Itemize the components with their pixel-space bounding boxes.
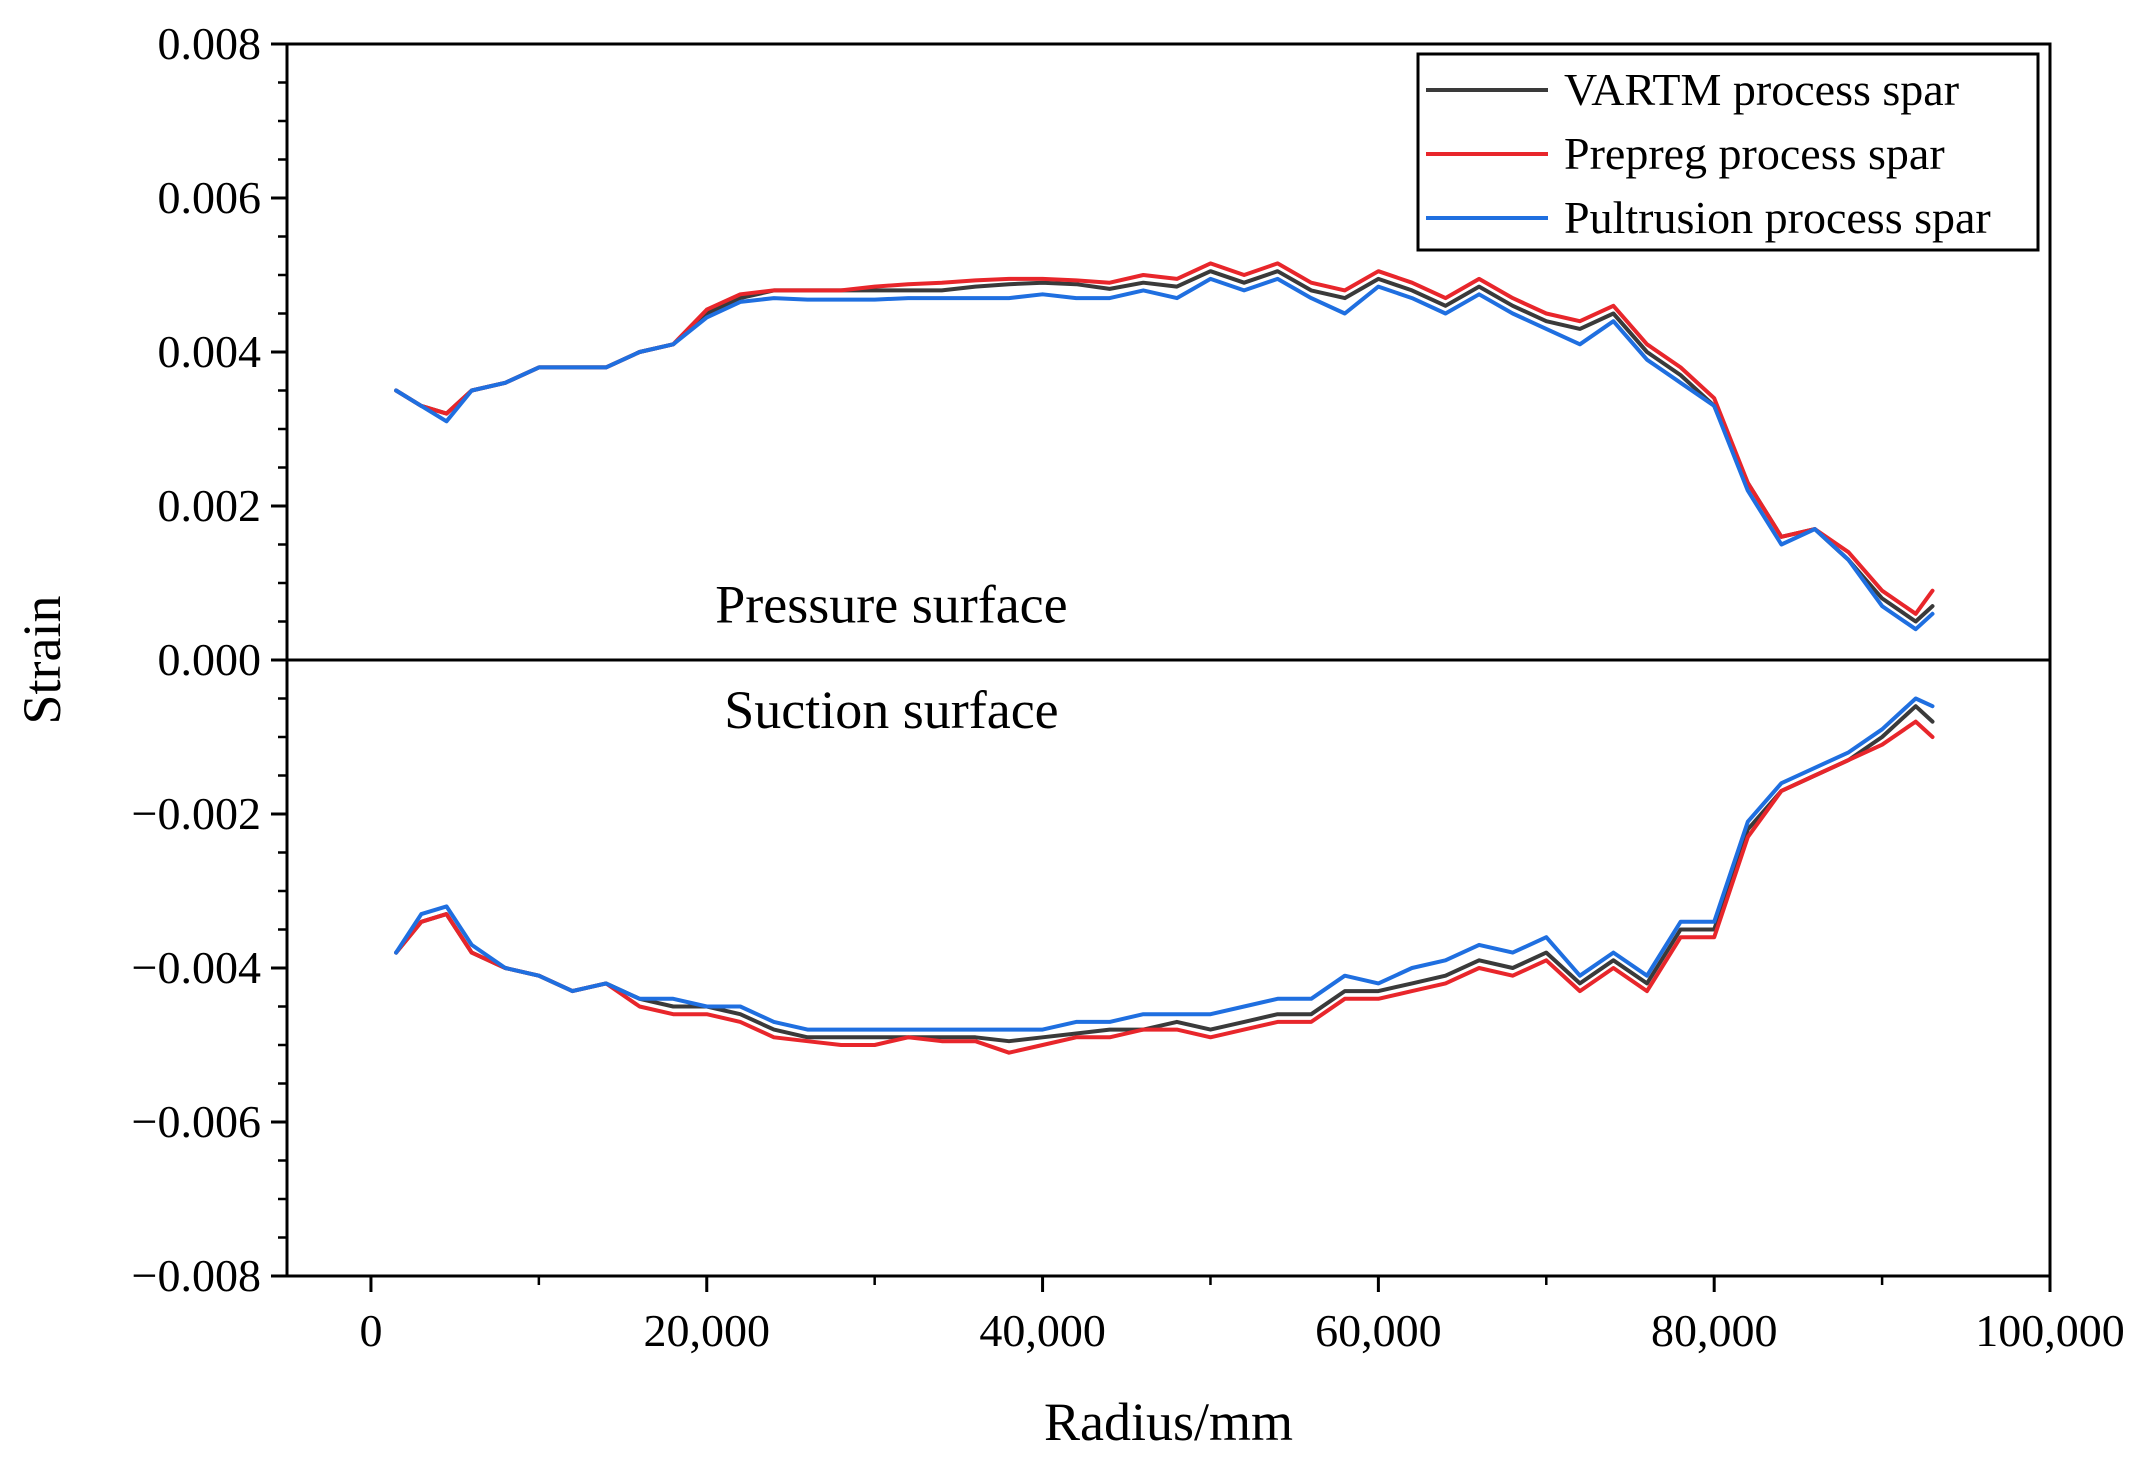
y-tick-label: −0.006 bbox=[132, 1096, 261, 1147]
y-tick-label: −0.004 bbox=[132, 942, 261, 993]
y-tick-label: 0.002 bbox=[158, 480, 262, 531]
series-line-prepreg-suction bbox=[394, 719, 1935, 1055]
x-tick-label: 60,000 bbox=[1315, 1305, 1442, 1356]
pressure-surface-label: Pressure surface bbox=[715, 575, 1067, 635]
series-line-pultrusion-pressure bbox=[394, 276, 1935, 632]
x-tick-label: 0 bbox=[359, 1305, 382, 1356]
y-tick-label: 0.006 bbox=[158, 172, 262, 223]
x-tick-label: 20,000 bbox=[644, 1305, 771, 1356]
legend-label-pultrusion: Pultrusion process spar bbox=[1564, 192, 1991, 243]
y-tick-label: 0.004 bbox=[158, 326, 262, 377]
y-tick-label: 0.000 bbox=[158, 634, 262, 685]
legend-label-vartm: VARTM process spar bbox=[1564, 64, 1959, 115]
x-axis-title: Radius/mm bbox=[1044, 1392, 1293, 1452]
legend: VARTM process spar Prepreg process spar … bbox=[1416, 52, 2040, 252]
series-line-pultrusion-suction bbox=[394, 696, 1935, 1032]
series-line-vartm-pressure bbox=[394, 269, 1935, 624]
x-tick-label: 40,000 bbox=[979, 1305, 1106, 1356]
y-tick-label: −0.008 bbox=[132, 1250, 261, 1301]
suction-surface-label: Suction surface bbox=[724, 680, 1058, 740]
y-tick-label: −0.002 bbox=[132, 788, 261, 839]
x-tick-label: 80,000 bbox=[1651, 1305, 1778, 1356]
axis-layer: −0.008 −0.006 −0.004 −0.002 0.000 0.002 0.004 0… bbox=[132, 18, 2125, 1356]
legend-label-prepreg: Prepreg process spar bbox=[1564, 128, 1945, 179]
y-axis-title: Strain bbox=[12, 596, 72, 725]
y-tick-label: 0.008 bbox=[158, 18, 262, 69]
x-tick-label: 100,000 bbox=[1975, 1305, 2125, 1356]
series-line-prepreg-pressure bbox=[394, 261, 1935, 616]
series-layer bbox=[394, 261, 1935, 1055]
